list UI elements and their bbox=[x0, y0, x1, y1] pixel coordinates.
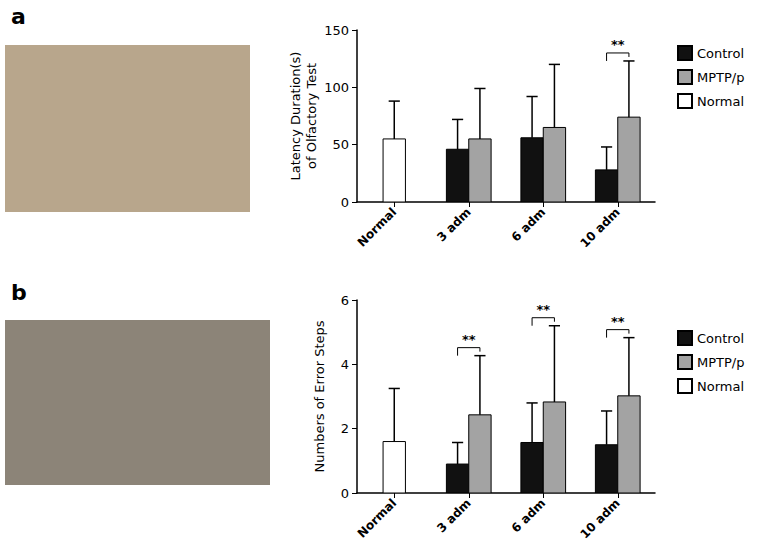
svg-text:**: ** bbox=[462, 332, 476, 347]
svg-text:MPTP/p: MPTP/p bbox=[697, 70, 744, 85]
svg-text:6 adm: 6 adm bbox=[509, 496, 548, 535]
svg-text:0: 0 bbox=[341, 486, 349, 501]
svg-text:MPTP/p: MPTP/p bbox=[697, 355, 744, 370]
svg-text:Normal: Normal bbox=[697, 94, 744, 109]
svg-text:3 adm: 3 adm bbox=[434, 205, 473, 244]
svg-text:a: a bbox=[11, 4, 26, 29]
svg-text:**: ** bbox=[536, 302, 550, 317]
svg-text:**: ** bbox=[611, 37, 625, 52]
svg-text:Latency Duration(s): Latency Duration(s) bbox=[288, 52, 303, 181]
svg-text:Control: Control bbox=[697, 46, 744, 61]
svg-text:Numbers of Error Steps: Numbers of Error Steps bbox=[312, 320, 327, 472]
svg-text:150: 150 bbox=[324, 23, 349, 38]
svg-text:0: 0 bbox=[341, 195, 349, 210]
svg-text:b: b bbox=[11, 280, 27, 305]
svg-text:10 adm: 10 adm bbox=[577, 205, 622, 250]
svg-text:10 adm: 10 adm bbox=[577, 496, 622, 541]
svg-text:6: 6 bbox=[341, 293, 349, 308]
svg-text:4: 4 bbox=[341, 357, 349, 372]
svg-text:6 adm: 6 adm bbox=[509, 205, 548, 244]
svg-text:Normal: Normal bbox=[697, 379, 744, 394]
svg-text:of Olfactory Test: of Olfactory Test bbox=[304, 63, 319, 169]
svg-text:**: ** bbox=[611, 314, 625, 329]
svg-text:2: 2 bbox=[341, 421, 349, 436]
svg-text:100: 100 bbox=[324, 80, 349, 95]
svg-text:3 adm: 3 adm bbox=[434, 496, 473, 535]
svg-text:Control: Control bbox=[697, 331, 744, 346]
svg-text:Normal: Normal bbox=[355, 205, 399, 249]
svg-text:50: 50 bbox=[332, 137, 349, 152]
svg-text:Normal: Normal bbox=[355, 496, 399, 540]
